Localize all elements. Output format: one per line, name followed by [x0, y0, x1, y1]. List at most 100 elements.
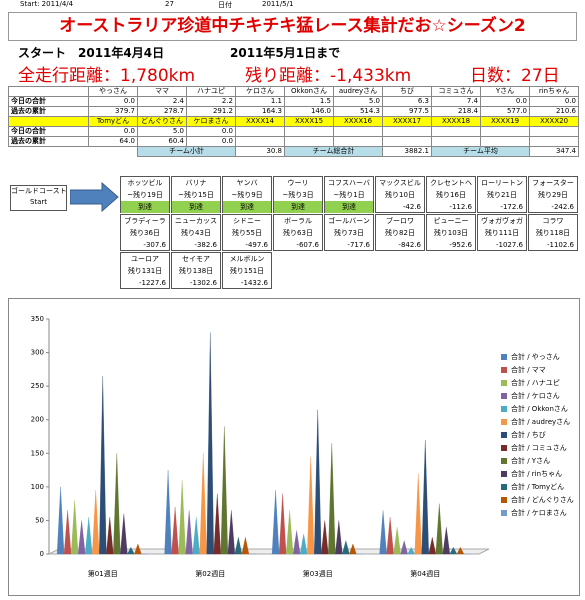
stop-name: ゴールバーン [328, 217, 370, 225]
bar [113, 453, 121, 555]
value-cell: 0.0 [480, 96, 530, 107]
team-value: 347.4 [529, 146, 579, 157]
stop: ヴォガヴォガ 残り111日 -1027.6 [477, 214, 527, 251]
bar [241, 537, 250, 555]
value-cell [480, 136, 530, 147]
date: 2011/5/1 [262, 0, 294, 8]
y-tick-label: 100 [31, 483, 44, 491]
bar [349, 543, 357, 555]
stop-status: -607.6 [296, 241, 319, 249]
bar [307, 456, 315, 555]
name-cell: ママ [137, 86, 187, 97]
value-cell [284, 126, 334, 137]
stop: メルボルン 残り151日 -1432.6 [222, 252, 272, 289]
name-cell: XXXX18 [431, 116, 481, 127]
legend-label: 合計 / rinちゃん [511, 469, 562, 478]
row-label: 過去の累計 [8, 106, 89, 117]
value-cell: 514.3 [333, 106, 383, 117]
name-cell: ちび [382, 86, 432, 97]
bar [328, 443, 336, 555]
stop-days: 残り138日 [178, 267, 214, 275]
bar [199, 453, 207, 555]
stop: マックスビル 残り10日 -42.6 [375, 176, 425, 213]
bar [178, 480, 186, 555]
stop-name: ローリートン [481, 179, 523, 187]
stop-status: 到達 [223, 201, 271, 213]
legend-swatch [501, 393, 507, 399]
legend-swatch [501, 510, 507, 516]
value-cell: 164.3 [235, 106, 285, 117]
stop: ニューカッスル残り43日 -382.6 [171, 214, 221, 251]
stop-days: 残り111日 [484, 229, 520, 237]
legend-swatch [501, 419, 507, 425]
date-label: 日付 [218, 1, 232, 9]
bar [164, 470, 172, 555]
total-distance: 全走行距離：1,780km [18, 66, 196, 86]
value-cell [382, 136, 432, 147]
value-cell [235, 136, 285, 147]
end-text: 2011年5月1日まで [230, 46, 341, 60]
bar [292, 530, 301, 555]
legend-swatch [501, 497, 507, 503]
row-label: 過去の累計 [8, 136, 89, 147]
team-label: チーム小計 [137, 146, 236, 157]
bar [278, 493, 287, 555]
bar [342, 539, 350, 555]
value-cell [529, 136, 579, 147]
stop: ゴールバーン 残り73日 -717.6 [324, 214, 374, 251]
bar [192, 517, 200, 555]
value-cell: 60.4 [137, 136, 187, 147]
bar [386, 517, 394, 555]
bar [185, 510, 193, 555]
name-cell: XXXX16 [333, 116, 383, 127]
x-tick-label: 第01週目 [88, 569, 118, 578]
start-date: Start: 2011/4/4 [20, 0, 74, 8]
legend-label: 合計 / コミュさん [511, 443, 567, 452]
bar [85, 517, 93, 555]
name-cell: XXXX15 [284, 116, 334, 127]
score-table: やっさん ママ ハナユピ ケロさん Okkonさん audreyさん ちび コミュさん Yさん r… [8, 86, 579, 157]
value-cell [480, 126, 530, 137]
stop-days: 残り29日 [538, 191, 568, 199]
legend-label: 合計 / Okkonさん [511, 404, 568, 413]
value-cell: 5.0 [137, 126, 187, 137]
title: オーストラリア珍道中チキチキ猛レース集計だお☆シーズン2 [8, 12, 577, 41]
value-cell: 1.5 [284, 96, 334, 107]
bar [99, 376, 107, 555]
stop-name: ブラディーラ [124, 217, 166, 225]
stop-days: ~残り1日 [333, 191, 365, 199]
stop-days: 残り73日 [334, 229, 364, 237]
stop-status: -242.6 [551, 203, 574, 211]
value-cell [333, 126, 383, 137]
bar [70, 500, 79, 555]
x-tick-label: 第03週目 [303, 569, 333, 578]
legend-swatch [501, 445, 507, 451]
stop-days: ~残り19日 [127, 191, 163, 199]
y-tick-label: 200 [31, 416, 44, 424]
name-cell: コミュさん [431, 86, 481, 97]
team-value: 30.8 [235, 146, 285, 157]
stop-name: ホッツビル [127, 179, 163, 187]
x-tick-label: 第04週目 [410, 569, 440, 578]
bar [227, 510, 236, 555]
legend-label: 合計 / どんぐりさん [511, 495, 574, 504]
value-cell: 291.2 [186, 106, 236, 117]
header-row: やっさん ママ ハナユピ ケロさん Okkonさん audreyさん ちび コミュさん Yさん r… [8, 86, 579, 97]
name-cell: Okkonさん [284, 86, 334, 97]
team-label: チーム平均 [431, 146, 530, 157]
value-cell [333, 136, 383, 147]
bar [393, 527, 401, 555]
stop-days: 残り36日 [130, 229, 160, 237]
stop-name: セイモア [182, 255, 210, 263]
value-cell [382, 126, 432, 137]
stop-status: -1102.6 [546, 241, 574, 249]
bar [428, 537, 436, 555]
value-cell: 1.1 [235, 96, 285, 107]
stop-name: メルボルン [229, 255, 265, 263]
bar [56, 486, 65, 555]
bar [456, 546, 465, 555]
value-cell: 977.5 [382, 106, 432, 117]
blank-cell [9, 147, 89, 157]
value-cell: 0.0 [88, 126, 138, 137]
name-cell: ケロさん [235, 86, 285, 97]
